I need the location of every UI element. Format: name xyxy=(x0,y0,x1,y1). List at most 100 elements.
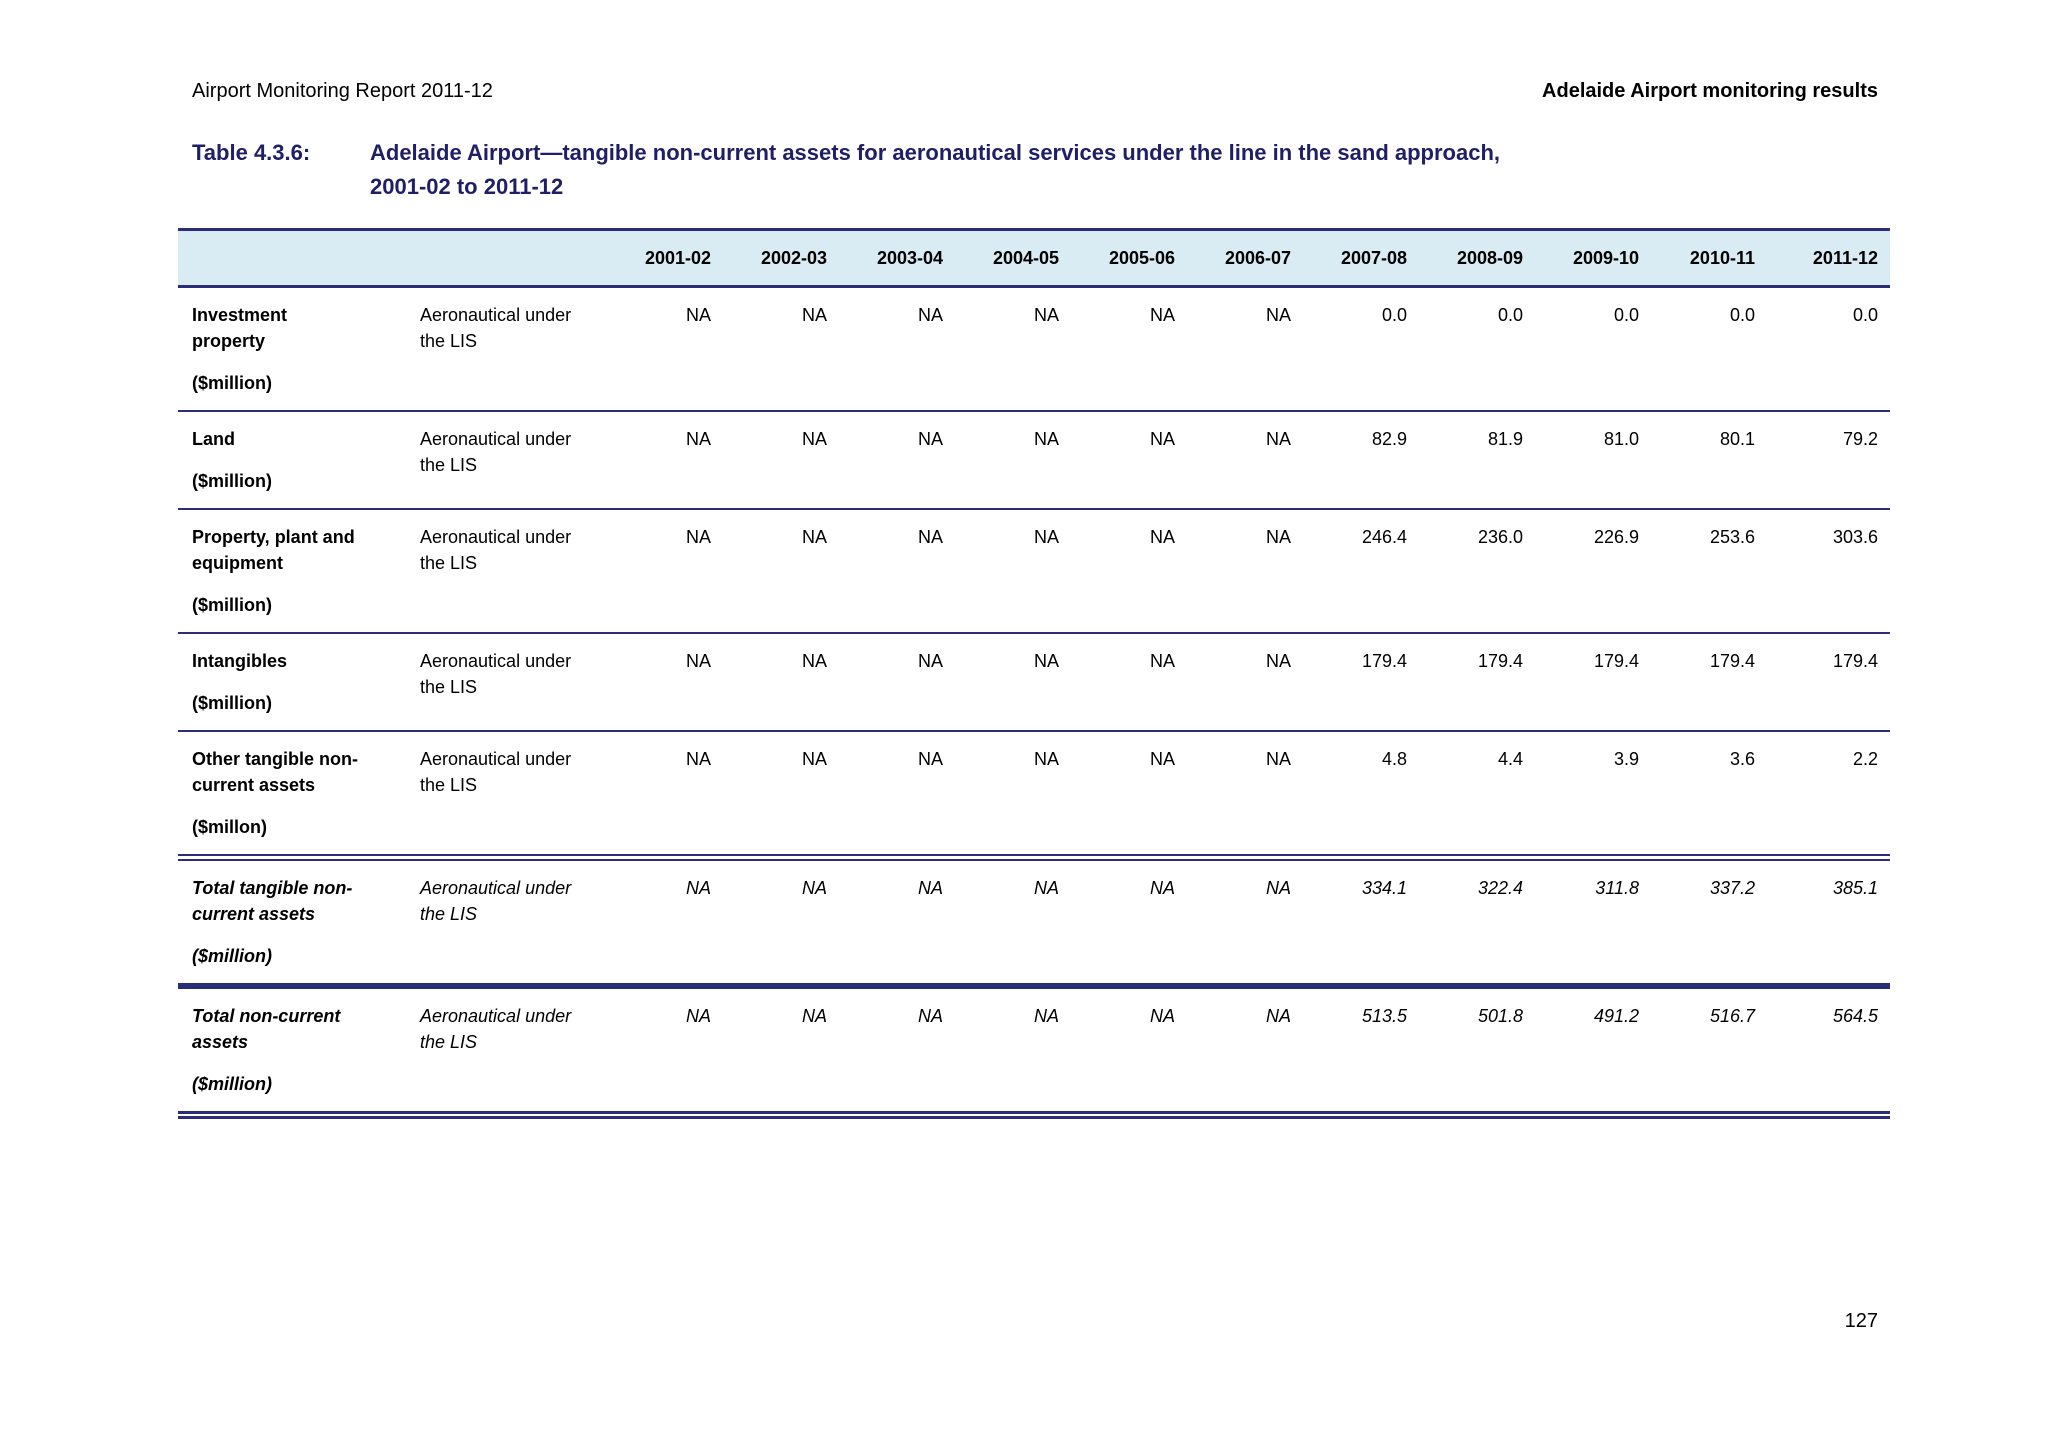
row-desc-cell: Aeronautical under the LIS xyxy=(420,986,607,1119)
cell-value: 516.7 xyxy=(1651,986,1767,1119)
cell-value: 0.0 xyxy=(1535,286,1651,412)
row-desc: Aeronautical under the LIS xyxy=(420,429,572,475)
year-header: 2004-05 xyxy=(955,228,1071,288)
cell-value: NA xyxy=(607,986,723,1119)
year-header: 2008-09 xyxy=(1419,228,1535,288)
cell-value: 0.0 xyxy=(1767,286,1890,412)
row-label-cell: Investment property ($million) xyxy=(178,286,420,412)
year-header: 2010-11 xyxy=(1651,228,1767,288)
row-unit: ($million) xyxy=(192,946,272,966)
cell-value: 246.4 xyxy=(1303,509,1419,634)
cell-value: 311.8 xyxy=(1535,857,1651,989)
running-header-right: Adelaide Airport monitoring results xyxy=(1542,80,1878,102)
cell-value: NA xyxy=(1071,857,1187,989)
cell-value: 179.4 xyxy=(1651,633,1767,732)
row-label: Land xyxy=(192,429,235,449)
row-label-cell: Property, plant and equipment ($million) xyxy=(178,509,420,634)
cell-value: 179.4 xyxy=(1419,633,1535,732)
row-label-cell: Other tangible non-current assets ($mill… xyxy=(178,731,420,861)
year-header: 2003-04 xyxy=(839,228,955,288)
row-label: Property, plant and equipment xyxy=(192,527,355,573)
cell-value: NA xyxy=(1071,286,1187,412)
cell-value: NA xyxy=(723,411,839,510)
cell-value: 81.0 xyxy=(1535,411,1651,510)
row-desc: Aeronautical under the LIS xyxy=(420,878,572,924)
cell-value: NA xyxy=(607,857,723,989)
cell-value: NA xyxy=(1071,509,1187,634)
cell-value: 4.8 xyxy=(1303,731,1419,861)
table-row-total-non-current: Total non-current assets ($million) Aero… xyxy=(178,986,1890,1119)
year-header: 2007-08 xyxy=(1303,228,1419,288)
cell-value: NA xyxy=(839,286,955,412)
cell-value: NA xyxy=(607,286,723,412)
cell-value: 501.8 xyxy=(1419,986,1535,1119)
row-desc: Aeronautical under the LIS xyxy=(420,527,572,573)
cell-value: NA xyxy=(607,731,723,861)
cell-value: 81.9 xyxy=(1419,411,1535,510)
row-desc-cell: Aeronautical under the LIS xyxy=(420,286,607,412)
cell-value: 513.5 xyxy=(1303,986,1419,1119)
table-title-text: Adelaide Airport—tangible non-current as… xyxy=(370,136,1500,204)
row-desc: Aeronautical under the LIS xyxy=(420,651,572,697)
cell-value: NA xyxy=(723,986,839,1119)
cell-value: 79.2 xyxy=(1767,411,1890,510)
year-header-empty-desc xyxy=(420,228,607,288)
table-row-property-plant-equipment: Property, plant and equipment ($million)… xyxy=(178,509,1890,634)
running-header: Airport Monitoring Report 2011-12 Adelai… xyxy=(192,78,1878,104)
cell-value: NA xyxy=(955,857,1071,989)
year-header: 2006-07 xyxy=(1187,228,1303,288)
cell-value: 322.4 xyxy=(1419,857,1535,989)
row-label: Investment property xyxy=(192,305,288,351)
cell-value: 3.9 xyxy=(1535,731,1651,861)
cell-value: 3.6 xyxy=(1651,731,1767,861)
cell-value: 4.4 xyxy=(1419,731,1535,861)
cell-value: NA xyxy=(839,633,955,732)
cell-value: NA xyxy=(839,986,955,1119)
table-row-land: Land ($million) Aeronautical under the L… xyxy=(178,411,1890,510)
year-header: 2005-06 xyxy=(1071,228,1187,288)
assets-table: 2001-02 2002-03 2003-04 2004-05 2005-06 … xyxy=(178,228,1890,1119)
year-header-row: 2001-02 2002-03 2003-04 2004-05 2005-06 … xyxy=(178,228,1890,288)
cell-value: 253.6 xyxy=(1651,509,1767,634)
row-label: Other tangible non-current assets xyxy=(192,749,358,795)
cell-value: NA xyxy=(723,286,839,412)
cell-value: NA xyxy=(1187,731,1303,861)
row-label: Total non-current assets xyxy=(192,1006,341,1052)
cell-value: NA xyxy=(1187,411,1303,510)
table-title-line2: 2001-02 to 2011-12 xyxy=(370,174,564,199)
cell-value: 236.0 xyxy=(1419,509,1535,634)
table-row-total-tangible: Total tangible non-current assets ($mill… xyxy=(178,857,1890,989)
cell-value: NA xyxy=(723,857,839,989)
year-header: 2002-03 xyxy=(723,228,839,288)
cell-value: 82.9 xyxy=(1303,411,1419,510)
cell-value: 491.2 xyxy=(1535,986,1651,1119)
row-desc-cell: Aeronautical under the LIS xyxy=(420,731,607,861)
row-desc: Aeronautical under the LIS xyxy=(420,1006,572,1052)
cell-value: NA xyxy=(1187,857,1303,989)
row-desc-cell: Aeronautical under the LIS xyxy=(420,509,607,634)
cell-value: NA xyxy=(1187,986,1303,1119)
cell-value: 179.4 xyxy=(1535,633,1651,732)
cell-value: 0.0 xyxy=(1419,286,1535,412)
cell-value: NA xyxy=(723,509,839,634)
cell-value: 385.1 xyxy=(1767,857,1890,989)
year-header: 2001-02 xyxy=(607,228,723,288)
cell-value: NA xyxy=(839,731,955,861)
cell-value: 337.2 xyxy=(1651,857,1767,989)
cell-value: NA xyxy=(955,286,1071,412)
table-title-line1: Adelaide Airport—tangible non-current as… xyxy=(370,140,1501,165)
cell-value: NA xyxy=(607,633,723,732)
cell-value: NA xyxy=(955,509,1071,634)
row-label-cell: Total tangible non-current assets ($mill… xyxy=(178,857,420,989)
row-desc: Aeronautical under the LIS xyxy=(420,305,572,351)
row-unit: ($million) xyxy=(192,373,272,393)
row-label: Total tangible non-current assets xyxy=(192,878,353,924)
cell-value: NA xyxy=(1071,731,1187,861)
cell-value: NA xyxy=(839,509,955,634)
row-unit: ($million) xyxy=(192,471,272,491)
row-label-cell: Intangibles ($million) xyxy=(178,633,420,732)
cell-value: NA xyxy=(955,633,1071,732)
table-row-intangibles: Intangibles ($million) Aeronautical unde… xyxy=(178,633,1890,732)
year-header: 2011-12 xyxy=(1767,228,1890,288)
cell-value: 564.5 xyxy=(1767,986,1890,1119)
